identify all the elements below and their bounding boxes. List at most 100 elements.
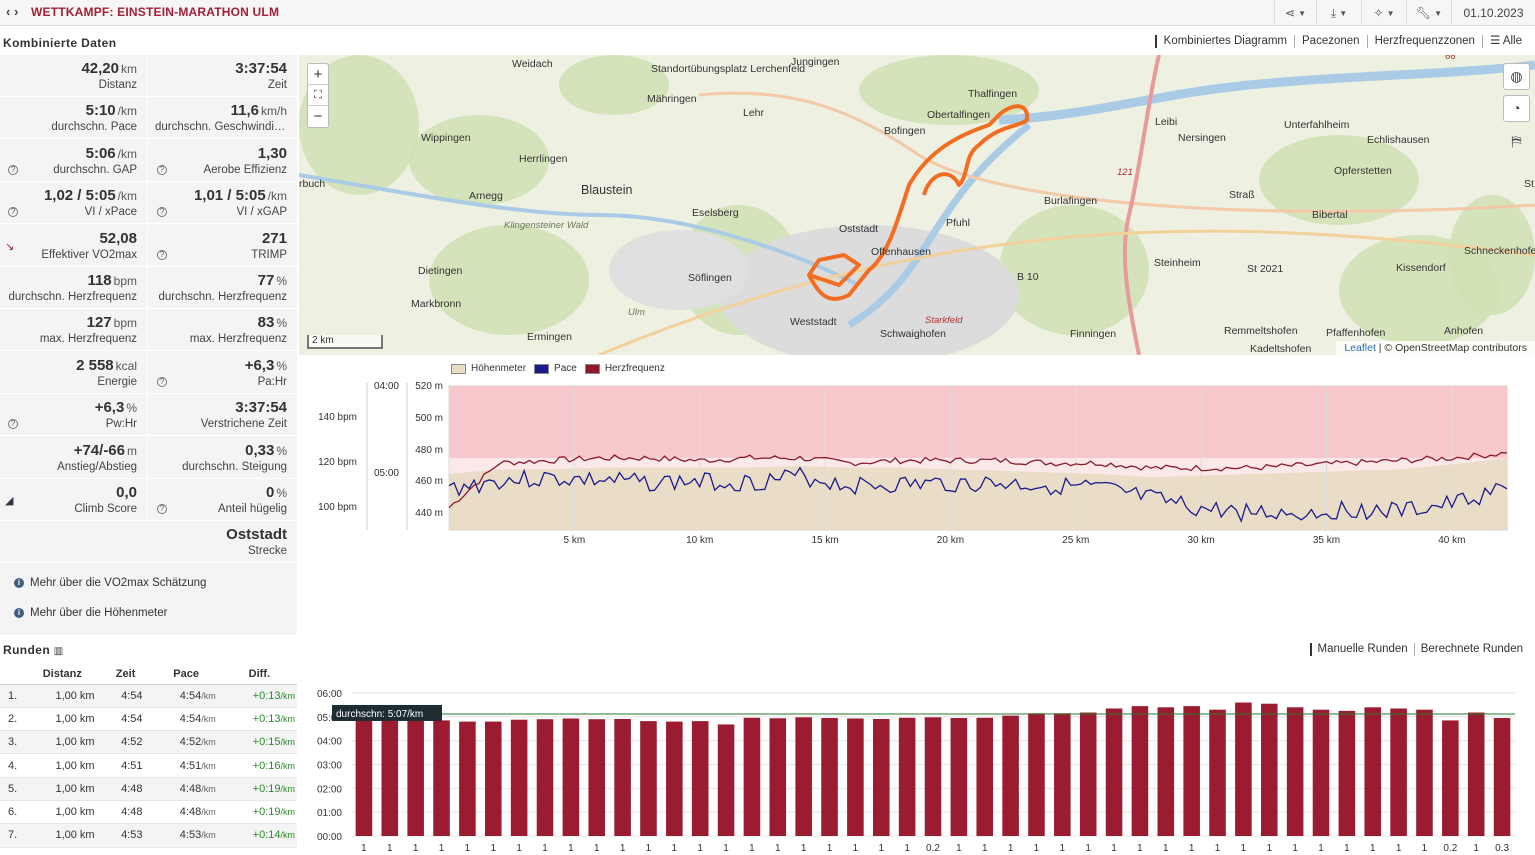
lap-row[interactable]: 6. 1,00 km 4:48 4:48/km +0:19/km xyxy=(0,800,297,825)
lap-bar xyxy=(1028,713,1045,836)
lap-bar-label: 1 xyxy=(775,843,781,854)
lap-bar-label: 1 xyxy=(1344,843,1350,854)
view-hr-zones[interactable]: Herzfrequenzzonen xyxy=(1366,35,1482,48)
leaflet-link[interactable]: Leaflet xyxy=(1344,342,1376,354)
magic-icon: ✧ xyxy=(1373,6,1384,20)
help-icon[interactable]: ? xyxy=(157,504,167,514)
lap-bar xyxy=(536,719,554,836)
lap-row[interactable]: 7. 1,00 km 4:53 4:53/km +0:14/km xyxy=(0,823,297,848)
lap-bar xyxy=(950,718,968,836)
stat-label: VI / xGAP xyxy=(236,206,288,219)
stat-1: 3:37:54 Zeit xyxy=(149,55,297,97)
map-place-label: Steinheim xyxy=(1154,257,1201,269)
climb-icon: ◢ xyxy=(5,495,14,507)
more-elevation-link[interactable]: i Mehr über die Höhenmeter xyxy=(14,607,167,619)
help-icon[interactable]: ? xyxy=(157,207,167,218)
zoom-out-button[interactable]: − xyxy=(313,108,323,125)
view-pace-zones[interactable]: Pacezonen xyxy=(1294,35,1367,48)
prev-next-nav[interactable]: ‹ › xyxy=(6,4,19,19)
legend-pace[interactable]: Pace xyxy=(534,363,577,374)
lap-bar xyxy=(976,717,994,836)
map-place-label: Unterfahlheim xyxy=(1284,119,1350,131)
more-vo2max-link[interactable]: i Mehr über die VO2max Schätzung xyxy=(14,577,206,589)
lap-bar-label: 1 xyxy=(490,843,496,854)
help-icon[interactable]: ? xyxy=(8,419,18,430)
map-place-label: Bibertal xyxy=(1312,209,1348,221)
stat-18: +74/-66 m Anstieg/Abstieg xyxy=(0,436,148,479)
speedometer-button[interactable]: ◔ xyxy=(1503,95,1530,122)
stat-value: 1,01 / 5:05/km xyxy=(193,187,287,205)
laps-bar-chart[interactable]: 06:00 05:00 04:00 03:00 02:00 01:00 00:00 1 1 1 1 1… xyxy=(299,680,1535,855)
lap-bar-label: 1 xyxy=(1241,843,1247,854)
lap-bar-label: 1 xyxy=(1266,843,1272,854)
share-button[interactable]: ⋖ ▼ xyxy=(1274,0,1316,26)
help-icon[interactable]: ? xyxy=(157,164,167,175)
stat-label: Verstrichene Zeit xyxy=(200,418,287,431)
manual-laps-tab[interactable]: Manuelle Runden xyxy=(1309,643,1414,656)
legend-hr[interactable]: Herzfrequenz xyxy=(584,363,665,374)
map-place-label: Pfuhl xyxy=(946,217,970,229)
map-place-label: Bofingen xyxy=(884,125,926,137)
stat-value: 0% xyxy=(265,484,287,501)
stat-label: Strecke xyxy=(248,545,287,558)
lap-bar-label: 1 xyxy=(1137,843,1143,854)
x-tick-label: 10 km xyxy=(686,535,713,546)
col-diff[interactable]: Diff. xyxy=(221,664,297,685)
fullscreen-button[interactable]: ⛶ xyxy=(308,85,328,106)
lap-bar-label: 1 xyxy=(1163,843,1169,854)
stat-14: 2 558 kcal Energie xyxy=(0,351,148,394)
lap-row[interactable]: 5. 1,00 km 4:48 4:48/km +0:19/km xyxy=(0,777,297,801)
help-icon[interactable]: ? xyxy=(157,249,167,260)
elevation-area xyxy=(449,458,1507,530)
view-combined[interactable]: Kombiniertes Diagramm xyxy=(1154,35,1294,48)
map-place-label: Starkfeld xyxy=(925,315,963,326)
help-icon[interactable]: ? xyxy=(8,207,18,218)
chart-legend: Höhenmeter Pace Herzfrequenz xyxy=(451,363,673,374)
lap-row[interactable]: 2. 1,00 km 4:54 4:54/km +0:13/km xyxy=(0,707,297,732)
chart-plot: 5 km 10 km 15 km 20 km 25 km 30 km 35 km 40 km 1… xyxy=(318,381,1508,546)
stat-label: max. Herzfrequenz xyxy=(189,333,287,346)
lap-bar xyxy=(1493,718,1511,836)
view-all[interactable]: ☰ Alle xyxy=(1481,35,1529,48)
map-place-label: Finningen xyxy=(1070,328,1117,340)
hr-tick-label: 100 bpm xyxy=(318,502,357,513)
stat-label: Energie xyxy=(97,375,137,388)
col-time[interactable]: Zeit xyxy=(100,664,151,685)
lap-bar-label: 1 xyxy=(361,843,367,854)
y-tick-label: 06:00 xyxy=(317,689,342,700)
laps-switch: Manuelle Runden Berechnete Runden xyxy=(1309,643,1529,656)
combined-chart[interactable]: Höhenmeter Pace Herzfrequenz 5 km 10 km 15… xyxy=(299,358,1535,548)
map-place-label: Mähringen xyxy=(647,93,697,105)
help-icon[interactable]: ? xyxy=(8,164,18,175)
lap-bar xyxy=(872,718,890,836)
lap-bar-label: 1 xyxy=(1215,843,1221,854)
map-place-label: Ermingen xyxy=(527,331,572,343)
col-pace[interactable]: Pace xyxy=(150,664,222,685)
map-place-label: Klingensteiner Wald xyxy=(504,220,589,231)
layers-button[interactable]: ◍ xyxy=(1503,63,1530,90)
lap-bar-label: 0.3 xyxy=(1495,843,1509,854)
route-button[interactable]: ⛿ xyxy=(1503,129,1530,156)
lap-row[interactable]: 1. 1,00 km 4:54 4:54/km +0:13/km xyxy=(0,684,297,708)
route-map[interactable]: Weidach Standortübungsplatz Lerchenfeld Ju… xyxy=(299,55,1535,355)
calculated-laps-tab[interactable]: Berechnete Runden xyxy=(1413,643,1529,656)
stat-value: Oststadt xyxy=(226,526,287,544)
lap-bar xyxy=(1235,702,1252,836)
lap-bar-label: 1 xyxy=(672,843,678,854)
legend-elevation[interactable]: Höhenmeter xyxy=(451,363,526,374)
help-icon[interactable]: ? xyxy=(157,376,167,387)
map-place-label: St 2021 xyxy=(1247,263,1284,275)
lap-bar xyxy=(459,721,476,836)
info-icon: i xyxy=(14,578,24,588)
settings-button[interactable]: 🔧︎ ▼ xyxy=(1406,0,1451,26)
zoom-in-button[interactable]: + xyxy=(308,64,328,85)
y-tick-label: 02:00 xyxy=(317,784,342,795)
lap-row[interactable]: 3. 1,00 km 4:52 4:52/km +0:15/km xyxy=(0,730,297,755)
stat-value: 3:37:54 xyxy=(235,60,287,77)
col-distance[interactable]: Distanz xyxy=(24,664,101,685)
tools-button[interactable]: ✧ ▼ xyxy=(1361,0,1406,26)
lap-row[interactable]: 4. 1,00 km 4:51 4:51/km +0:16/km xyxy=(0,753,297,778)
download-button[interactable]: ⤓ ▼ xyxy=(1316,0,1361,26)
stats-panel: 42,20 km Distanz 3:37:54 Zeit 5:10/km durchsch… xyxy=(0,55,297,635)
activity-date: 01.10.2023 xyxy=(1451,0,1535,26)
